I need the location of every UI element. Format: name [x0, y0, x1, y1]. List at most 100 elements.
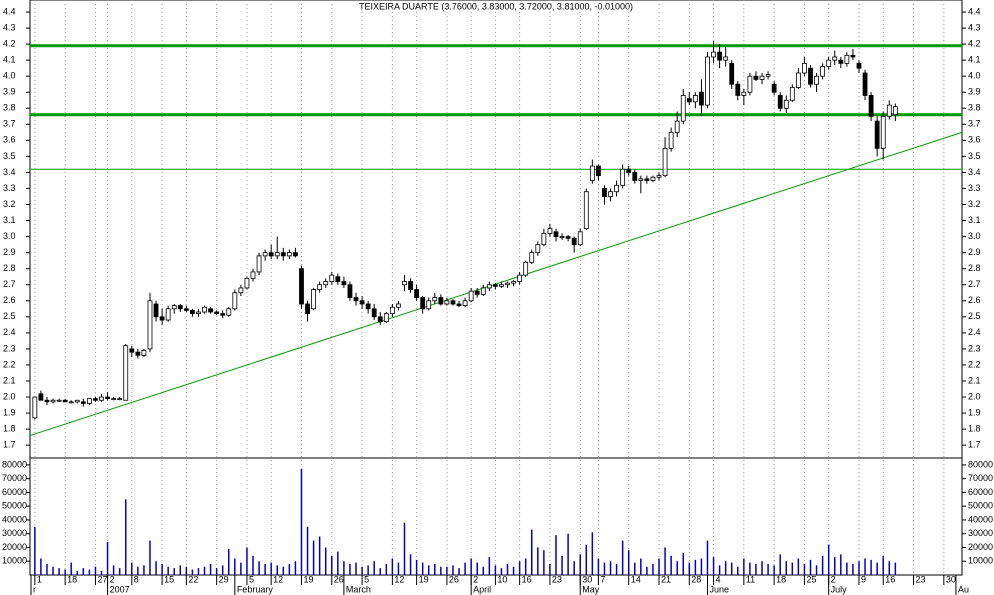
candle-body: [286, 252, 292, 257]
x-tick-label: 27: [97, 574, 107, 584]
candle-body: [723, 56, 729, 61]
candle-body: [396, 303, 401, 308]
volume-tick-label-right: 60000: [968, 487, 993, 497]
y-tick-label-right: 3.9: [968, 87, 981, 97]
candle-body: [505, 282, 510, 286]
volume-tick-label-right: 70000: [968, 473, 993, 483]
volume-tick-label: 10000: [2, 556, 27, 566]
y-tick-label-right: 2.2: [968, 359, 981, 369]
candle-body: [583, 191, 589, 229]
y-tick-label-right: 4.3: [968, 22, 981, 32]
x-tick-label: 2: [831, 574, 836, 584]
candle-body: [305, 303, 310, 315]
candle-body: [814, 75, 819, 85]
candle-body: [589, 165, 595, 181]
volume-tick-label: 50000: [2, 501, 27, 511]
candle-body: [880, 115, 886, 149]
y-tick-label: 1.8: [3, 423, 16, 433]
candle-body: [596, 165, 601, 177]
y-tick-label: 4.2: [3, 38, 16, 48]
candle-body: [626, 168, 632, 173]
candle-body: [783, 99, 789, 109]
candle-body: [771, 83, 777, 93]
x-tick-label: 16: [885, 574, 895, 584]
y-tick-label: 2.7: [3, 279, 16, 289]
x-tick-label: 21: [661, 574, 671, 584]
y-tick-label: 3.4: [3, 167, 16, 177]
candle-body: [511, 281, 516, 284]
candle-body: [250, 271, 256, 279]
x-tick-label: 15: [164, 574, 174, 584]
x-tick-label: 14: [631, 574, 641, 584]
y-tick-label: 2.3: [3, 343, 16, 353]
y-tick-label: 2.2: [3, 359, 16, 369]
candle-body: [56, 399, 62, 402]
candle-body: [529, 252, 535, 263]
candle-body: [86, 398, 92, 404]
volume-tick-label: 60000: [2, 487, 27, 497]
candle-body: [183, 308, 189, 311]
y-tick-label: 3.2: [3, 199, 16, 209]
y-tick-label-right: 2.4: [968, 327, 981, 337]
y-tick-label-right: 3.0: [968, 231, 981, 241]
x-tick-label: 19: [419, 574, 429, 584]
candle-body: [353, 297, 359, 302]
y-tick-label-right: 1.9: [968, 407, 981, 417]
candle-body: [99, 396, 104, 401]
volume-tick-label: 20000: [2, 542, 27, 552]
candle-body: [129, 348, 135, 353]
y-tick-label: 1.7: [3, 440, 16, 450]
month-label: 2007: [110, 584, 130, 594]
candle-body: [499, 284, 504, 287]
y-tick-label: 2.0: [3, 391, 16, 401]
month-label: March: [346, 584, 371, 594]
candle-body: [123, 345, 129, 401]
chart-title: TEIXEIRA DUARTE (3.76000, 3.83000, 3.720…: [359, 1, 633, 11]
y-tick-label-right: 2.5: [968, 311, 981, 321]
candle-body: [450, 300, 456, 305]
x-tick-label: 7: [600, 574, 605, 584]
candle-body: [886, 104, 892, 117]
candle-body: [862, 72, 868, 96]
candle-body: [608, 191, 613, 197]
candle-body: [747, 75, 753, 93]
candle-body: [347, 284, 353, 298]
candle-body: [650, 176, 656, 181]
candle-body: [208, 308, 213, 313]
candle-body: [559, 236, 565, 239]
candle-body: [468, 290, 474, 302]
candle-body: [462, 300, 468, 307]
candle-body: [414, 289, 420, 298]
candle-body: [214, 311, 220, 315]
candle-body: [220, 313, 226, 316]
candle-body: [686, 98, 692, 103]
candle-body: [474, 290, 480, 295]
candle-body: [93, 398, 98, 401]
candle-body: [62, 399, 68, 403]
candle-body: [789, 87, 795, 101]
candle-body: [238, 287, 244, 294]
candle-body: [820, 66, 826, 77]
candle-body: [190, 310, 195, 315]
candle-body: [832, 56, 838, 61]
volume-tick-label-right: 40000: [968, 514, 993, 524]
x-tick-label: 26: [449, 574, 459, 584]
candle-body: [274, 252, 280, 257]
candle-body: [341, 281, 347, 286]
volume-tick-label: 30000: [2, 528, 27, 538]
candle-body: [492, 284, 498, 287]
y-tick-label-right: 1.7: [968, 440, 981, 450]
candle-body: [662, 147, 668, 177]
candle-body: [432, 297, 438, 302]
candle-body: [226, 308, 232, 316]
x-tick-label: 18: [67, 574, 77, 584]
candle-body: [632, 172, 638, 181]
x-tick-label: 25: [806, 574, 816, 584]
candle-body: [105, 396, 110, 400]
volume-tick-label: 40000: [2, 514, 27, 524]
candle-body: [717, 51, 723, 61]
y-tick-label: 3.6: [3, 135, 16, 145]
y-tick-label: 3.3: [3, 183, 16, 193]
x-tick-label: 28: [691, 574, 701, 584]
y-tick-label: 3.0: [3, 231, 16, 241]
